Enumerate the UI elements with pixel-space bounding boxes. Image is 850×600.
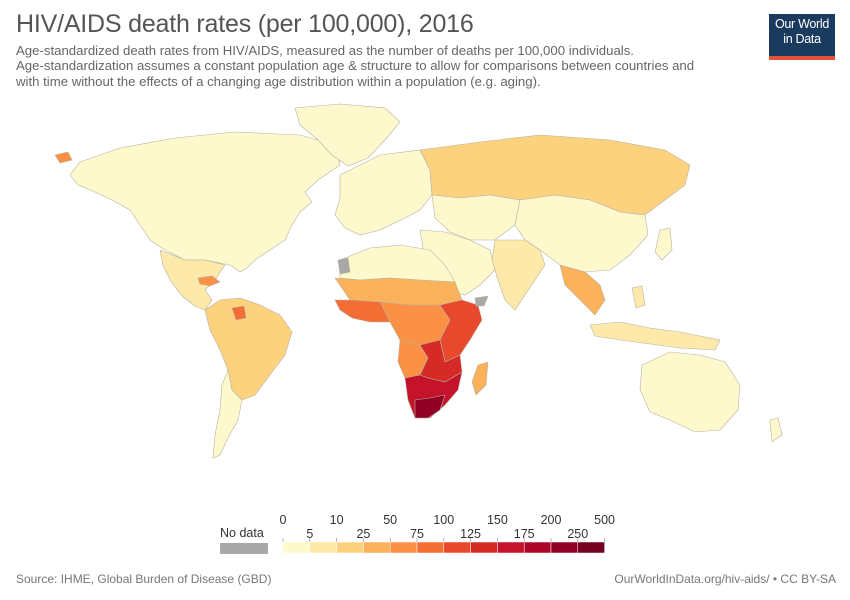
region-south-america-south[interactable] xyxy=(212,368,243,459)
legend-bin[interactable] xyxy=(363,541,391,554)
region-south-africa[interactable] xyxy=(414,394,446,419)
legend-tick-label: 250 xyxy=(567,527,588,541)
legend-tick-label: 500 xyxy=(594,513,615,527)
region-guyana[interactable] xyxy=(231,305,247,321)
region-central-america[interactable] xyxy=(159,249,226,311)
region-no-data-western-sahara[interactable] xyxy=(337,257,351,275)
legend-tick-label: 25 xyxy=(356,527,370,541)
chart-title: HIV/AIDS death rates (per 100,000), 2016 xyxy=(16,10,474,38)
legend-bin[interactable] xyxy=(523,541,552,554)
region-madagascar[interactable] xyxy=(471,361,489,396)
legend-tick-label: 200 xyxy=(541,513,562,527)
region-japan[interactable] xyxy=(654,227,673,261)
region-south-america[interactable] xyxy=(204,297,293,401)
region-no-data-somaliland[interactable] xyxy=(474,295,489,307)
legend-bin[interactable] xyxy=(550,541,579,554)
region-alaska-islands[interactable] xyxy=(54,151,73,164)
legend-bins xyxy=(282,538,605,554)
region-greenland[interactable] xyxy=(294,103,401,167)
legend-upper-labels: 0 10 50 100 150 200 500 xyxy=(280,513,616,527)
legend-tick-label: 75 xyxy=(410,527,424,541)
legend-tick-label: 150 xyxy=(487,513,508,527)
legend-bin[interactable] xyxy=(443,541,471,554)
legend-bin[interactable] xyxy=(336,541,364,554)
legend-no-data-label: No data xyxy=(220,526,264,540)
legend-bin[interactable] xyxy=(470,541,498,554)
legend-bin[interactable] xyxy=(577,541,605,554)
logo-line: Our World xyxy=(774,17,830,31)
legend-bin[interactable] xyxy=(416,541,445,554)
legend-tick-label: 175 xyxy=(514,527,535,541)
legend-bin[interactable] xyxy=(309,541,337,554)
source-note: Source: IHME, Global Burden of Disease (… xyxy=(16,572,272,586)
region-north-america[interactable] xyxy=(69,131,341,273)
logo-accent-bar xyxy=(769,56,835,60)
world-map[interactable] xyxy=(0,100,850,500)
legend-no-data-swatch[interactable] xyxy=(220,543,268,554)
region-central-africa[interactable] xyxy=(379,301,451,346)
region-new-zealand[interactable] xyxy=(769,417,783,443)
subtitle-line: Age-standardization assumes a constant p… xyxy=(16,58,695,74)
owid-logo[interactable]: Our World in Data xyxy=(769,14,835,60)
region-central-asia[interactable] xyxy=(431,194,521,241)
legend-tick-label: 50 xyxy=(383,513,397,527)
region-east-africa[interactable] xyxy=(439,299,483,363)
logo-line: in Data xyxy=(783,32,821,46)
credit-link[interactable]: OurWorldInData.org/hiv-aids/ • CC BY-SA xyxy=(614,572,836,586)
legend-tick-label: 100 xyxy=(433,513,454,527)
region-southeast-asia[interactable] xyxy=(559,264,606,316)
region-indonesia[interactable] xyxy=(589,321,721,351)
subtitle-line: Age-standardized death rates from HIV/AI… xyxy=(16,43,634,58)
legend-tick-label: 0 xyxy=(280,513,287,527)
legend-bin[interactable] xyxy=(282,541,311,554)
subtitle-line: with time without the effects of a chang… xyxy=(16,73,541,89)
region-caribbean[interactable] xyxy=(197,275,221,287)
legend-bin[interactable] xyxy=(497,541,525,554)
color-legend: 0 10 50 100 150 200 500 5 25 75 125 175 250 xyxy=(280,513,616,554)
legend-bin[interactable] xyxy=(389,541,418,554)
legend-tick-label: 125 xyxy=(460,527,481,541)
legend-lower-labels: 5 25 75 125 175 250 xyxy=(306,527,588,541)
region-australia[interactable] xyxy=(639,351,741,433)
chart-subtitle: Age-standardized death rates from HIV/AI… xyxy=(16,43,776,89)
region-philippines[interactable] xyxy=(631,285,646,309)
legend-tick-label: 10 xyxy=(330,513,344,527)
legend-tick-label: 5 xyxy=(306,527,313,541)
region-south-asia[interactable] xyxy=(491,239,546,311)
